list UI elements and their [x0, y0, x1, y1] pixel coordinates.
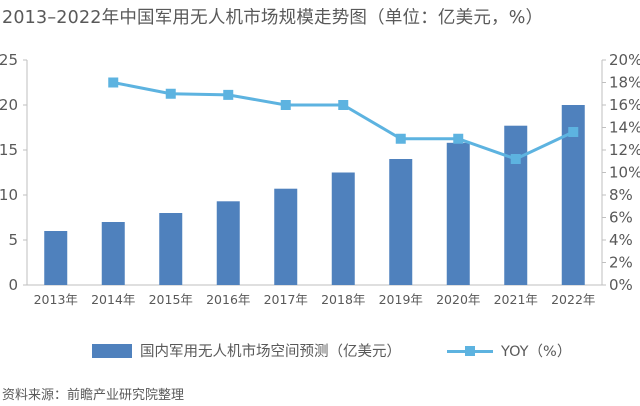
bar [159, 213, 183, 285]
x-tick-label: 2020年 [436, 292, 480, 307]
tick-labels: 0 5 10 15 20 25 0% 2% 4% 6% 8% 10% 12% 14% 16% 18% 20% 20… [0, 51, 640, 307]
legend: 国内军用无人机市场空间预测（亿美元） YOY（%） [92, 340, 571, 361]
right-tick-label: 16% [609, 96, 640, 114]
bar [101, 222, 125, 285]
x-tick-label: 2018年 [321, 292, 365, 307]
x-tick-label: 2019年 [379, 292, 423, 307]
yoy-point [108, 77, 119, 88]
yoy-point [510, 154, 521, 164]
bar [44, 231, 68, 285]
left-tick-label: 20 [0, 96, 18, 114]
bar [274, 188, 298, 285]
right-tick-label: 6% [609, 209, 633, 227]
legend-item-line: YOY（%） [447, 340, 571, 361]
yoy-point [338, 100, 349, 110]
right-tick-label: 0% [609, 276, 633, 294]
left-tick-label: 25 [0, 51, 18, 69]
bar [331, 172, 355, 285]
bar [446, 142, 470, 285]
legend-line-label: YOY（%） [501, 344, 572, 360]
yoy-point [395, 133, 406, 144]
x-tick-label: 2014年 [91, 292, 135, 307]
x-tick-label: 2013年 [34, 292, 78, 307]
left-tick-label: 5 [8, 231, 18, 249]
right-tick-label: 20% [609, 51, 640, 69]
yoy-point [280, 100, 291, 110]
right-tick-label: 8% [609, 186, 633, 204]
bar [389, 159, 413, 285]
x-tick-label: 2016年 [206, 292, 250, 307]
yoy-point [223, 89, 234, 100]
yoy-point [165, 88, 176, 99]
right-tick-label: 10% [609, 164, 640, 182]
left-tick-label: 15 [0, 141, 18, 159]
chart-title: 2013–2022年中国军用无人机市场规模走势图（单位：亿美元，%） [2, 8, 544, 28]
bar [561, 105, 585, 285]
right-tick-label: 4% [609, 231, 633, 249]
left-tick-label: 10 [0, 186, 18, 204]
yoy-point [453, 133, 464, 144]
right-tick-label: 12% [609, 141, 640, 159]
bar [216, 201, 240, 285]
yoy-point [568, 127, 579, 137]
right-tick-label: 14% [609, 119, 640, 137]
source-note: 资料来源：前瞻产业研究院整理 [2, 388, 185, 403]
bar-series [44, 105, 585, 285]
legend-bar-label: 国内军用无人机市场空间预测（亿美元） [140, 344, 401, 360]
right-tick-label: 2% [609, 254, 633, 272]
bar [504, 125, 528, 285]
x-tick-label: 2017年 [264, 292, 308, 307]
right-tick-label: 18% [609, 74, 640, 92]
x-tick-label: 2015年 [149, 292, 193, 307]
left-tick-label: 0 [8, 276, 18, 294]
yoy-line-series [108, 77, 579, 164]
legend-item-bar: 国内军用无人机市场空间预测（亿美元） [92, 340, 401, 361]
x-tick-label: 2021年 [494, 292, 538, 307]
x-tick-label: 2022年 [551, 292, 595, 307]
legend-line-swatch [447, 344, 493, 358]
legend-bar-swatch [92, 343, 132, 358]
